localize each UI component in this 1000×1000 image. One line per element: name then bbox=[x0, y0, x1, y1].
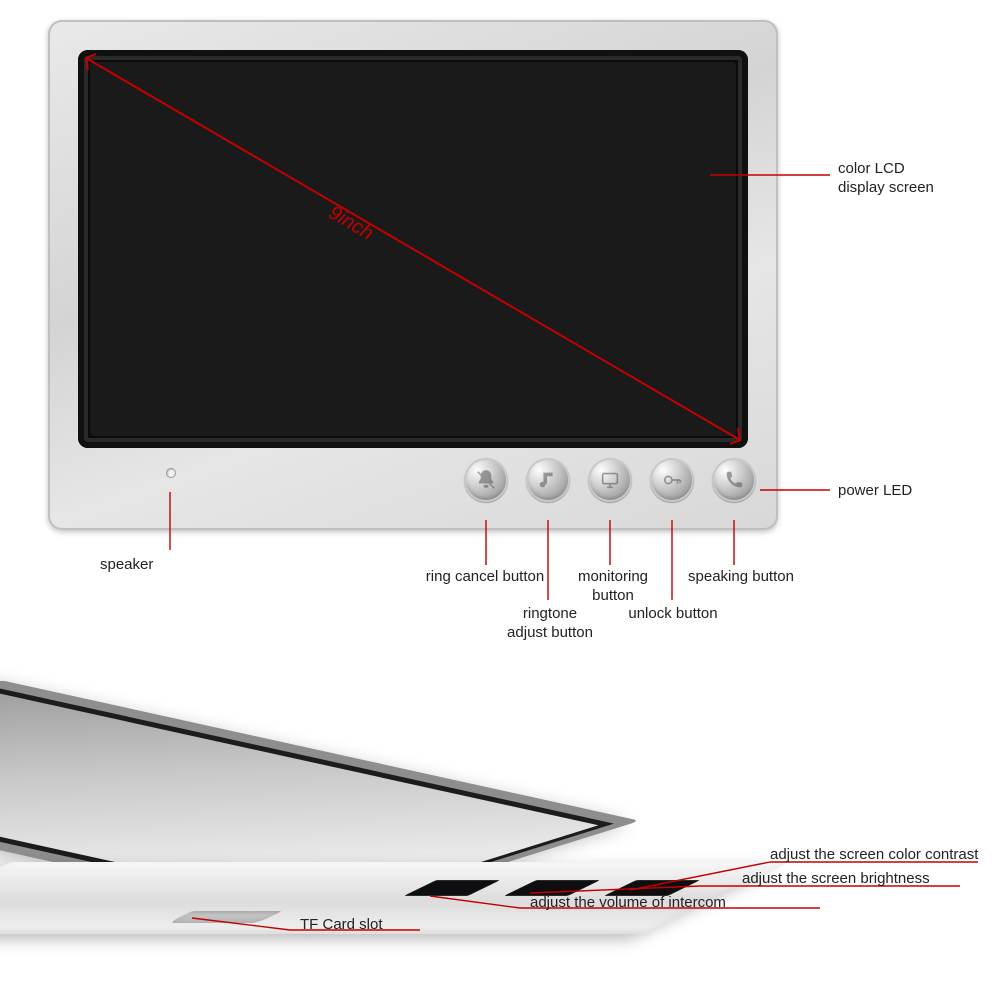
label-unlock: unlock button bbox=[618, 605, 728, 624]
label-display: color LCD display screen bbox=[838, 160, 934, 198]
bell-slash-icon bbox=[475, 469, 497, 491]
label-speaker: speaker bbox=[100, 556, 153, 575]
label-brightness: adjust the screen brightness bbox=[742, 870, 930, 889]
diagram-stage: 9inch color LCD di bbox=[0, 0, 1000, 1000]
label-ring-cancel: ring cancel button bbox=[400, 568, 570, 587]
speaker-hole bbox=[166, 468, 176, 478]
key-icon bbox=[661, 469, 683, 491]
label-speaking: speaking button bbox=[676, 568, 806, 587]
label-power-led: power LED bbox=[838, 482, 912, 501]
label-monitoring: monitoring button bbox=[568, 568, 658, 606]
monitoring-button[interactable] bbox=[588, 458, 632, 502]
music-note-icon bbox=[537, 469, 559, 491]
unlock-button[interactable] bbox=[650, 458, 694, 502]
ring-cancel-button[interactable] bbox=[464, 458, 508, 502]
lcd-screen bbox=[90, 62, 736, 436]
label-contrast: adjust the screen color contrast bbox=[770, 846, 978, 865]
ringtone-adjust-button[interactable] bbox=[526, 458, 570, 502]
monitor-icon bbox=[599, 469, 621, 491]
device-side-view bbox=[0, 680, 760, 980]
screen-bezel bbox=[78, 50, 748, 448]
label-volume: adjust the volume of intercom bbox=[530, 894, 726, 913]
speaking-button[interactable] bbox=[712, 458, 756, 502]
label-tf-slot: TF Card slot bbox=[300, 916, 383, 935]
device-front-view bbox=[48, 20, 778, 530]
front-button-row bbox=[48, 458, 778, 518]
label-ringtone: ringtone adjust button bbox=[490, 605, 610, 643]
phone-icon bbox=[723, 469, 745, 491]
